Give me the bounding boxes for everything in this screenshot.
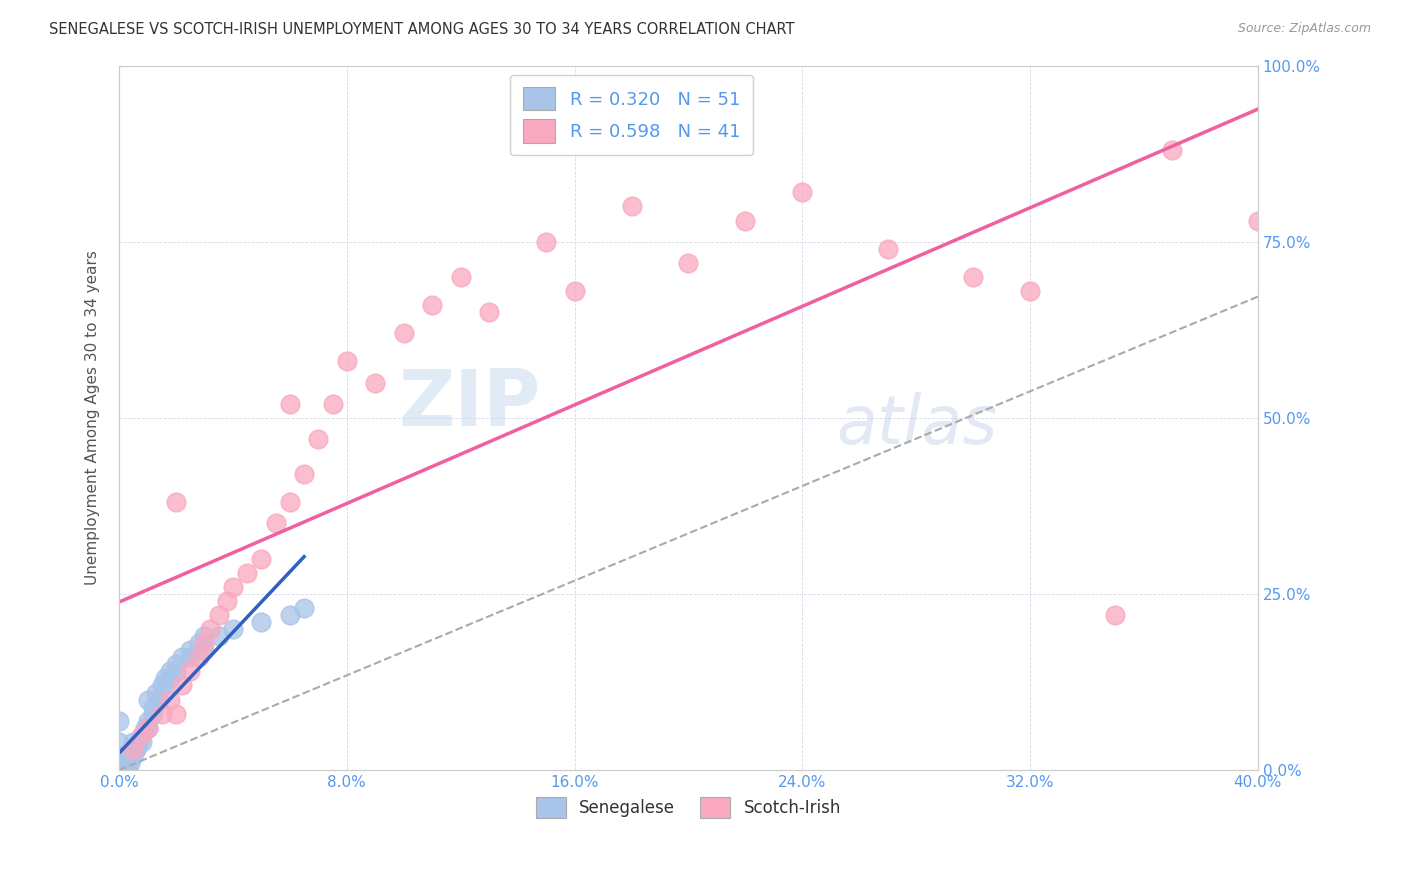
Point [125,742,148,756]
Point [307,432,329,446]
Point [114,763,136,777]
Point [478,305,501,319]
Point [114,756,136,770]
Point [1161,143,1184,157]
Text: atlas: atlas [837,392,998,458]
Point [122,742,145,756]
Point [179,643,201,657]
Point [734,213,756,227]
Point [145,685,167,699]
Point [150,678,173,692]
Point [136,714,159,728]
Point [292,601,315,615]
Point [131,735,153,749]
Point [678,256,700,270]
Point [117,748,139,763]
Point [1019,284,1042,298]
Point [117,763,139,777]
Point [187,650,209,665]
Point [208,607,231,622]
Point [122,748,145,763]
Point [1104,607,1126,622]
Point [179,650,201,665]
Point [114,756,136,770]
Point [108,748,131,763]
Point [136,721,159,735]
Point [236,566,259,580]
Point [564,284,586,298]
Point [111,748,134,763]
Point [108,735,131,749]
Point [108,763,131,777]
Point [136,692,159,706]
Point [420,298,443,312]
Point [125,742,148,756]
Point [134,721,156,735]
Point [292,467,315,482]
Point [165,706,187,721]
Point [136,721,159,735]
Point [120,756,142,770]
Legend: Senegalese, Scotch-Irish: Senegalese, Scotch-Irish [529,790,848,825]
Point [159,665,181,679]
Point [250,615,273,629]
Point [131,728,153,742]
Point [392,326,415,341]
Point [278,397,301,411]
Point [108,756,131,770]
Point [322,397,344,411]
Point [876,242,898,256]
Point [222,622,245,636]
Point [150,706,173,721]
Point [108,714,131,728]
Text: ZIP: ZIP [398,366,540,442]
Point [222,580,245,594]
Point [364,376,387,390]
Point [193,629,215,643]
Point [179,665,201,679]
Point [122,742,145,756]
Point [159,672,181,686]
Point [165,657,187,672]
Point [193,643,215,657]
Point [153,672,176,686]
Point [208,629,231,643]
Point [962,269,984,284]
Point [142,706,165,721]
Point [1247,213,1270,227]
Point [170,678,193,692]
Point [117,748,139,763]
Point [534,235,557,249]
Point [450,269,472,284]
Point [111,763,134,777]
Point [278,495,301,509]
Point [131,728,153,742]
Point [217,594,239,608]
Point [620,199,643,213]
Point [148,692,170,706]
Text: Source: ZipAtlas.com: Source: ZipAtlas.com [1237,22,1371,36]
Point [250,551,273,566]
Point [336,354,359,368]
Point [193,636,215,650]
Point [122,735,145,749]
Point [165,665,187,679]
Point [264,516,287,531]
Point [165,495,187,509]
Y-axis label: Unemployment Among Ages 30 to 34 years: Unemployment Among Ages 30 to 34 years [86,251,100,585]
Point [111,756,134,770]
Point [198,622,221,636]
Point [128,735,150,749]
Point [159,692,181,706]
Point [792,186,814,200]
Point [170,650,193,665]
Point [108,763,131,777]
Point [187,636,209,650]
Point [142,699,165,714]
Text: SENEGALESE VS SCOTCH-IRISH UNEMPLOYMENT AMONG AGES 30 TO 34 YEARS CORRELATION CH: SENEGALESE VS SCOTCH-IRISH UNEMPLOYMENT … [49,22,794,37]
Point [278,607,301,622]
Point [153,678,176,692]
Point [120,748,142,763]
